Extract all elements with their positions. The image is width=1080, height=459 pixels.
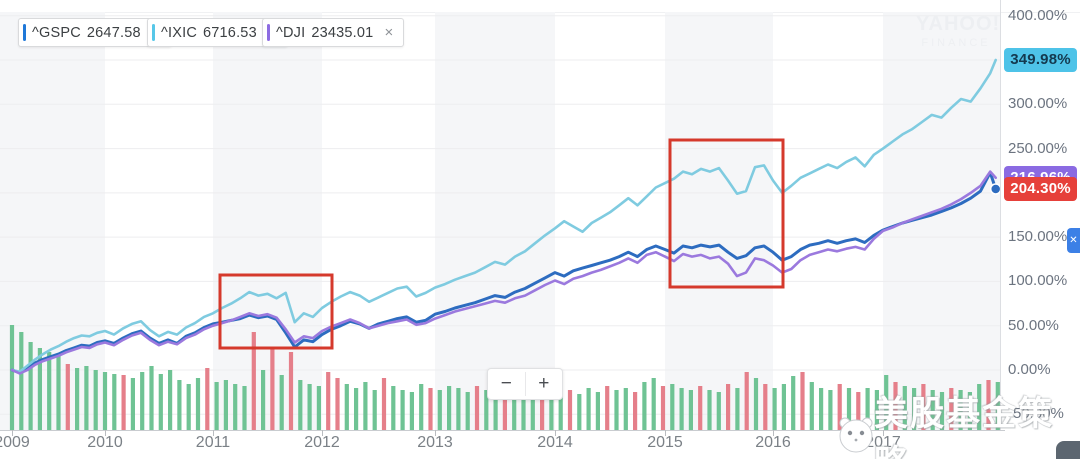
ticker-symbol: ^DJI (276, 24, 306, 41)
series-color-bar (152, 24, 155, 41)
x-axis-year-label: 2017 (865, 434, 901, 451)
zoom-divider (524, 372, 526, 396)
last-value-badge: 204.30% (1004, 177, 1077, 202)
ticker-chip-dji[interactable]: ^DJI 23435.01 × (262, 18, 405, 47)
y-axis-label: 50.00% (1008, 316, 1059, 334)
series-color-bar (23, 24, 26, 41)
remove-ticker-icon[interactable]: × (384, 24, 394, 41)
x-axis-year-label: 2013 (417, 434, 453, 451)
x-axis-year-label: 2014 (537, 434, 573, 451)
ticker-value: 23435.01 (311, 24, 374, 41)
ticker-value: 6716.53 (203, 24, 257, 41)
x-axis-year-label: 2010 (87, 434, 123, 451)
y-axis-label: -50.00% (1008, 405, 1064, 423)
x-axis-year-label: 2015 (647, 434, 683, 451)
series-color-bar (267, 24, 270, 41)
last-value-badge: 349.98% (1004, 48, 1077, 73)
y-axis-label: 0.00% (1008, 361, 1051, 378)
y-axis-label: 250.00% (1008, 139, 1068, 157)
x-axis-year-label: 2011 (195, 434, 231, 451)
ticker-chip-gspc[interactable]: ^GSPC 2647.58 × (18, 18, 172, 47)
zoom-controls: − + (487, 368, 563, 400)
edge-panel-button[interactable]: ✕ (1067, 228, 1080, 253)
zoom-out-button[interactable]: − (488, 369, 525, 399)
x-axis-year-label: 2009 (0, 434, 30, 451)
ticker-symbol: ^GSPC (32, 24, 81, 41)
yahoo-finance-watermark: YAHOO! FINANCE (916, 13, 1001, 49)
x-axis-year-label: 2012 (304, 434, 340, 451)
ticker-value: 2647.58 (86, 24, 141, 41)
y-axis-label: 100.00% (1008, 272, 1068, 290)
corner-handle[interactable] (1056, 441, 1080, 459)
zoom-in-button[interactable]: + (526, 369, 563, 399)
x-axis-year-label: 2016 (755, 434, 791, 451)
y-axis-label: 150.00% (1008, 228, 1068, 246)
ticker-symbol: ^IXIC (161, 24, 198, 41)
y-axis-label: 400.00% (1008, 6, 1068, 24)
y-axis-label: 300.00% (1008, 95, 1068, 113)
